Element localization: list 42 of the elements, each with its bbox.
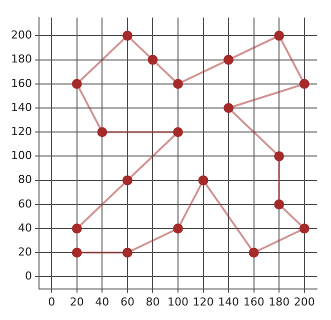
y-tick-label: 160 — [10, 76, 32, 90]
point — [97, 127, 108, 138]
y-tick-label: 20 — [18, 246, 32, 258]
y-tick-label: 100 — [10, 149, 32, 162]
x-tick-label: 0 — [48, 295, 56, 308]
y-tick-label: 180 — [10, 52, 32, 66]
x-tick-label: 60 — [120, 295, 134, 308]
point — [274, 199, 284, 210]
point — [248, 248, 259, 258]
point — [173, 127, 183, 138]
point — [224, 103, 234, 113]
y-tick-label: 0 — [24, 270, 32, 283]
point — [72, 224, 82, 234]
point — [299, 78, 310, 89]
x-tick-label: 120 — [192, 295, 214, 308]
point — [224, 54, 234, 65]
point — [122, 175, 132, 186]
x-tick-label: 100 — [168, 295, 188, 308]
x-tick-label: 140 — [218, 295, 240, 308]
point — [173, 78, 183, 89]
point — [72, 248, 82, 258]
x-tick-label: 200 — [294, 295, 315, 308]
point — [299, 224, 310, 234]
point — [274, 30, 284, 41]
y-tick-label: 60 — [18, 197, 32, 210]
x-tick-label: 180 — [268, 295, 290, 308]
point — [122, 30, 132, 41]
point — [274, 151, 284, 162]
y-tick-label: 200 — [10, 28, 32, 42]
point — [173, 224, 183, 234]
point — [148, 54, 158, 65]
x-tick-label: 40 — [95, 295, 110, 308]
x-tick-label: 20 — [70, 295, 84, 308]
y-tick-label: 140 — [10, 100, 32, 114]
point — [72, 78, 82, 89]
y-tick-label: 80 — [18, 173, 32, 186]
x-tick-label: 160 — [243, 295, 264, 308]
y-tick-label: 120 — [10, 124, 32, 138]
point — [122, 248, 132, 258]
point — [198, 175, 208, 186]
x-tick-label: 80 — [146, 295, 160, 308]
y-tick-label: 40 — [18, 221, 32, 234]
